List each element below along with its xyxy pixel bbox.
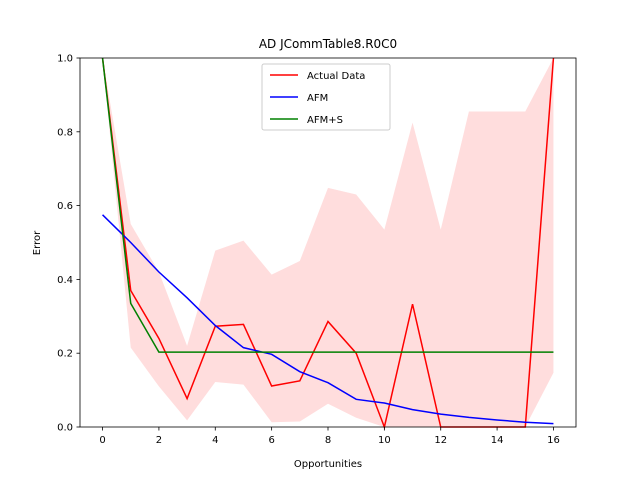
- confidence-band: [102, 58, 554, 427]
- x-tick-label: 2: [156, 435, 162, 446]
- y-tick-label: 0.0: [57, 423, 73, 434]
- y-tick-label: 0.4: [57, 275, 73, 286]
- y-axis: 0.0 0.2 0.4 0.6 0.8 1.0: [57, 54, 80, 434]
- legend: Actual Data AFM AFM+S: [261, 63, 391, 131]
- series-line-afm-s: [101, 57, 554, 353]
- x-tick-label: 0: [99, 435, 105, 446]
- x-tick-label: 16: [547, 435, 560, 446]
- y-axis-label: Error: [32, 230, 43, 255]
- y-tick-label: 1.0: [57, 54, 73, 65]
- legend-box: [261, 63, 391, 131]
- y-tick-label: 0.2: [57, 349, 73, 360]
- legend-label: AFM+S: [307, 115, 343, 126]
- x-tick-label: 4: [212, 435, 218, 446]
- x-tick-label: 8: [325, 435, 331, 446]
- x-tick-label: 12: [434, 435, 447, 446]
- x-tick-label: 14: [491, 435, 504, 446]
- y-tick-label: 0.6: [57, 201, 73, 212]
- legend-label: AFM: [307, 93, 328, 104]
- chart-title: AD JCommTable8.R0C0: [259, 37, 397, 51]
- legend-label: Actual Data: [307, 71, 365, 82]
- x-axis: 0 2 4 6 8 10 12 14 16: [99, 427, 560, 446]
- confidence-band-layer: [102, 58, 554, 427]
- y-tick-label: 0.8: [57, 127, 73, 138]
- x-tick-label: 6: [268, 435, 274, 446]
- x-tick-label: 10: [378, 435, 391, 446]
- x-axis-label: Opportunities: [294, 459, 362, 470]
- series-line-afm: [102, 214, 554, 425]
